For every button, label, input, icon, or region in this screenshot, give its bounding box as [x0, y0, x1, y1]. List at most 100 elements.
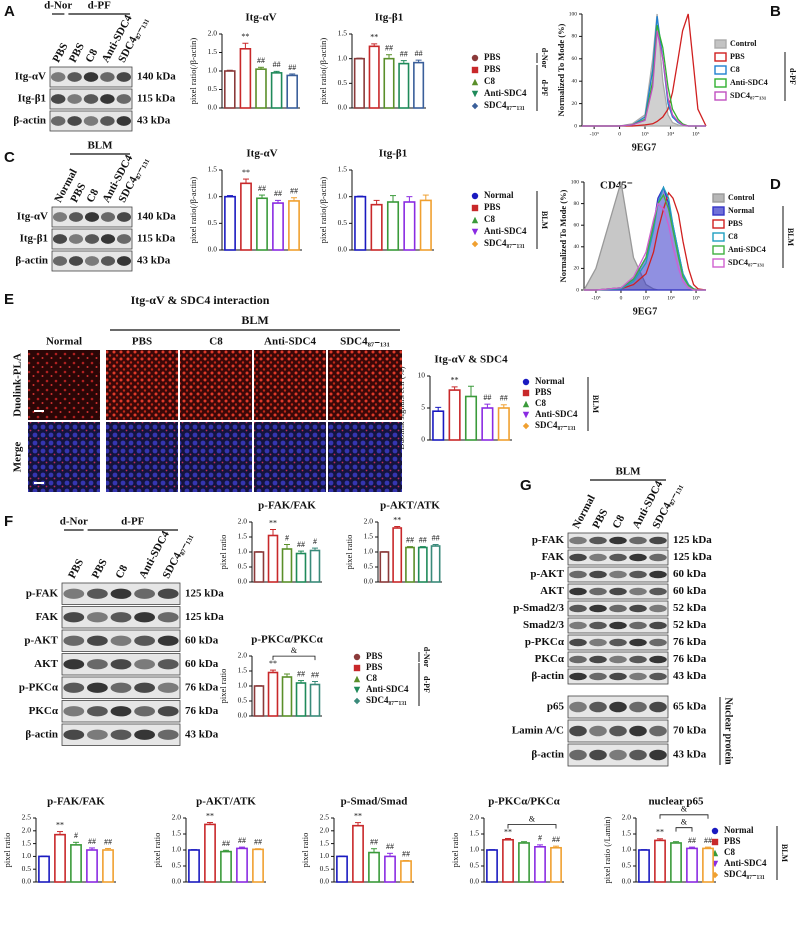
band — [100, 94, 115, 104]
band — [589, 655, 607, 664]
legend-group: BLM — [786, 228, 795, 247]
band — [589, 587, 607, 596]
band — [649, 621, 667, 630]
kda-label: 52 kDa — [673, 619, 707, 631]
y-tick-label: 1.5 — [208, 165, 218, 174]
band — [569, 701, 587, 713]
merge-image — [254, 422, 326, 492]
y-tick-label: 0.0 — [172, 877, 182, 886]
row-label: p65 — [547, 701, 565, 713]
bar — [236, 847, 248, 883]
y-axis-label: pixel ratio — [218, 669, 228, 704]
y-tick-label: 20 — [572, 101, 578, 107]
legend-label: Control — [728, 193, 755, 202]
band — [50, 94, 66, 104]
panel-label: A — [4, 3, 15, 20]
y-tick-label: 1.0 — [238, 547, 248, 556]
row-label: AKT — [34, 658, 59, 670]
bracket — [507, 824, 557, 829]
y-tick-label: 0.5 — [364, 562, 374, 571]
kda-label: 65 kDa — [673, 701, 707, 713]
band — [629, 749, 647, 761]
band — [589, 725, 607, 737]
band — [63, 706, 85, 717]
band — [569, 553, 587, 562]
y-tick-label: 60 — [572, 56, 578, 62]
y-tick-label: 2.0 — [320, 826, 330, 835]
imaging-group: BLM — [241, 313, 268, 327]
band — [649, 638, 667, 647]
bar — [654, 839, 666, 883]
bar — [430, 545, 441, 583]
bar — [518, 842, 530, 883]
band — [87, 706, 108, 717]
legend-label: PBS — [484, 52, 501, 62]
kda-label: 125 kDa — [185, 587, 224, 599]
significance: ## — [370, 838, 378, 847]
chart-title: p-PKCα/PKCα — [251, 634, 323, 646]
row-label: p-FAK — [26, 587, 59, 599]
significance: ## — [257, 56, 265, 65]
bracket-label: & — [681, 805, 688, 814]
chart-title: Itg-αV — [246, 148, 277, 160]
x-tick-label: 10³ — [642, 295, 650, 301]
kda-label: 52 kDa — [673, 602, 707, 614]
pla-image — [106, 350, 178, 420]
y-tick-label: 80 — [572, 34, 578, 40]
chart-title: nuclear p65 — [648, 796, 704, 808]
bar — [417, 546, 428, 583]
legend-marker — [353, 664, 361, 672]
y-tick-label: 0.5 — [338, 78, 348, 87]
significance: ## — [104, 837, 112, 846]
y-tick-label: 80 — [574, 201, 580, 207]
band — [589, 570, 607, 579]
kda-label: 43 kDa — [673, 749, 707, 761]
band — [609, 553, 627, 562]
band — [569, 749, 587, 761]
band — [87, 659, 108, 670]
band — [52, 234, 68, 244]
y-tick-label: 2.0 — [172, 813, 182, 822]
band — [134, 729, 155, 740]
kda-label: 76 kDa — [185, 681, 219, 693]
legend-label: Anti-SDC4 — [366, 684, 409, 694]
band — [649, 701, 667, 713]
kda-label: 115 kDa — [137, 93, 176, 105]
y-tick-label: 1.5 — [172, 829, 182, 838]
y-tick-label: 1.0 — [22, 851, 32, 860]
legend-marker — [471, 228, 479, 236]
y-tick-label: 1.5 — [338, 165, 348, 174]
band — [63, 635, 85, 646]
lane-label: C8 — [83, 47, 100, 65]
band — [100, 116, 115, 126]
band — [52, 212, 68, 222]
band — [83, 116, 99, 126]
band — [609, 587, 627, 596]
band — [110, 682, 132, 693]
band — [649, 536, 667, 545]
y-tick-label: 0.0 — [208, 245, 218, 254]
scale-bar — [34, 410, 44, 412]
x-tick-label: 10³ — [641, 131, 649, 137]
band — [609, 638, 627, 647]
bar — [255, 68, 267, 109]
significance: ** — [370, 33, 378, 42]
bar — [448, 389, 461, 441]
panel-label: D — [770, 176, 781, 193]
kda-label: 125 kDa — [673, 551, 712, 563]
band — [649, 587, 667, 596]
band — [134, 659, 155, 670]
legend-label: C8 — [484, 214, 495, 224]
significance: ## — [254, 838, 262, 847]
legend-marker — [353, 653, 361, 661]
bar — [383, 57, 395, 109]
legend-label: C8 — [730, 65, 740, 74]
legend-label: SDC4₈₇₋₁₃₁ — [730, 91, 767, 100]
chart-title: p-PKCα/PKCα — [488, 796, 560, 808]
blot-header: d-PF — [121, 516, 145, 528]
y-tick-label: 2.0 — [470, 813, 480, 822]
row-label: p-AKT — [530, 568, 564, 580]
row-label: FAK — [36, 611, 59, 623]
significance: ## — [415, 49, 423, 58]
row-label: β-actin — [15, 255, 48, 267]
